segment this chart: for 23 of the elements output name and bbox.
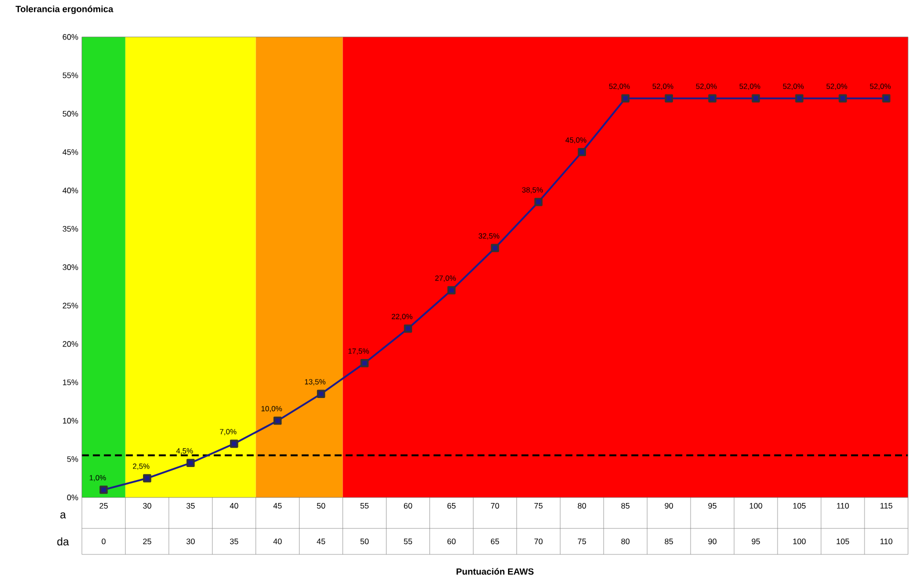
point: [273, 416, 282, 425]
point: [795, 94, 804, 102]
point: [186, 458, 195, 467]
point: [143, 474, 152, 482]
point: [708, 94, 716, 102]
point: [534, 198, 543, 206]
text: Puntuación EAWS: [456, 568, 534, 575]
text: a: [60, 512, 66, 518]
point: [621, 94, 630, 102]
point: [447, 286, 456, 294]
point: [100, 486, 108, 494]
point: [404, 324, 412, 333]
point: [882, 94, 890, 102]
point: [230, 439, 238, 448]
point: [838, 94, 847, 102]
point: [578, 148, 586, 156]
point: [664, 94, 673, 102]
point: [752, 94, 760, 102]
point: [490, 244, 500, 252]
point: [316, 390, 326, 398]
text: Tolerancia ergonómica: [16, 5, 114, 14]
text: da: [57, 537, 70, 546]
point: [360, 358, 369, 368]
